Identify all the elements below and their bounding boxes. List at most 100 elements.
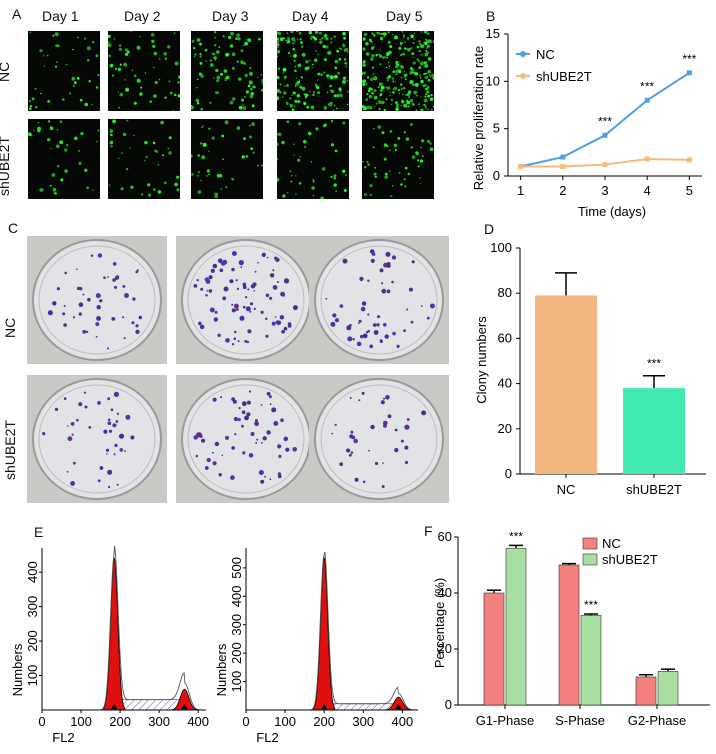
e-y-tick-label: 500 — [229, 557, 244, 579]
f-y-axis-label: Percentage (%) — [432, 578, 447, 668]
b-data-point — [686, 70, 692, 76]
panel-f-grouped-bar-chart: Percentage (%) 0 20 40 60 G1-Phase S-Phase G2-… — [432, 529, 710, 728]
d-x-tick-label: shUBE2T — [626, 482, 682, 497]
b-significance-mark: *** — [682, 52, 696, 66]
colony-plate-image — [176, 236, 316, 364]
micrograph-image — [191, 31, 263, 111]
e-y-tick-label: 100 — [25, 665, 40, 687]
colony-plate-image — [309, 236, 449, 364]
b-x-tick-label: 3 — [601, 183, 608, 198]
f-bar — [505, 547, 527, 706]
f-bar — [558, 564, 580, 706]
colony-plate-image — [176, 375, 316, 503]
e-x-tick-label: 200 — [109, 714, 131, 729]
e-y-tick-label: 100 — [229, 671, 244, 693]
d-y-tick-label: 40 — [498, 376, 512, 391]
e-fitted-envelope — [88, 545, 207, 711]
b-data-point — [560, 154, 566, 160]
day-label-5: Day 5 — [386, 8, 423, 24]
row-label-nc-c: NC — [2, 317, 18, 338]
f-legend-label: NC — [602, 536, 621, 551]
e-y-tick-label: 300 — [25, 596, 40, 618]
panel-a-micrographs: Day 1 Day 2 Day 3 Day 4 Day 5 NC shUBE2T — [0, 0, 450, 210]
colony-plate-image — [309, 375, 449, 503]
panel-letter-e: E — [34, 524, 44, 540]
panel-letter-f: F — [424, 523, 433, 539]
e-y-tick-label: 400 — [25, 561, 40, 583]
b-legend-label: NC — [536, 47, 555, 62]
b-x-tick-label: 4 — [644, 183, 651, 198]
e-y-tick-label: 200 — [229, 642, 244, 664]
panel-letter-c: C — [8, 220, 19, 236]
e-x-axis-label: FL2 — [52, 730, 74, 745]
b-data-point — [518, 164, 524, 170]
panel-c-colony-plates: NC shUBE2T — [0, 230, 470, 510]
micrograph-image — [108, 31, 180, 111]
e-g2-peak — [385, 696, 412, 711]
b-data-point — [644, 156, 650, 162]
b-data-point — [686, 157, 692, 163]
e-x-tick-label: 200 — [313, 714, 335, 729]
panel-letter-b: B — [486, 8, 496, 24]
e-peak-marker — [395, 704, 402, 709]
b-y-axis-label: Relative proliferation rate — [471, 46, 486, 191]
e-y-tick-label: 400 — [229, 585, 244, 607]
micrograph-image — [362, 31, 434, 111]
f-legend-swatch — [582, 553, 598, 566]
d-y-tick-label: 60 — [498, 330, 512, 345]
panel-letter-a: A — [12, 6, 22, 22]
b-data-point — [644, 97, 650, 103]
f-bar — [657, 671, 679, 706]
f-x-tick-label: S-Phase — [555, 713, 605, 728]
b-y-tick-label: 0 — [493, 168, 500, 183]
f-bar — [483, 592, 505, 706]
d-y-tick-label: 20 — [498, 421, 512, 436]
b-legend-label: shUBE2T — [536, 69, 592, 84]
e-x-axis-label: FL2 — [256, 730, 278, 745]
b-y-tick-label: 10 — [486, 73, 500, 88]
micrograph-image — [28, 119, 100, 199]
micrograph-image — [28, 31, 100, 111]
f-legend-swatch — [582, 537, 598, 550]
e-g2-peak — [171, 688, 198, 711]
e-peak-marker — [111, 704, 118, 709]
f-y-tick-label: 0 — [445, 697, 452, 712]
e-y-tick-label: 300 — [229, 614, 244, 636]
micrograph-image — [277, 119, 349, 199]
e-x-tick-label: 100 — [274, 714, 296, 729]
b-x-tick-label: 2 — [559, 183, 566, 198]
f-x-tick-label: G2-Phase — [628, 713, 687, 728]
b-data-point — [602, 162, 608, 168]
f-significance-mark: *** — [509, 529, 523, 543]
e-x-tick-label: 400 — [187, 714, 209, 729]
d-y-axis-label: Clony numbers — [474, 316, 489, 404]
e-x-tick-label: 300 — [148, 714, 170, 729]
e-y-axis-label: Numbers — [214, 643, 229, 696]
f-bar — [580, 615, 602, 706]
b-x-tick-label: 1 — [517, 183, 524, 198]
d-y-tick-label: 80 — [498, 285, 512, 300]
d-bar — [623, 388, 685, 474]
f-y-tick-label: 40 — [438, 585, 452, 600]
d-y-tick-label: 0 — [505, 466, 512, 481]
e-peak-marker — [321, 704, 328, 709]
day-label-3: Day 3 — [212, 8, 249, 24]
b-data-point — [560, 164, 566, 170]
f-bar — [635, 676, 657, 706]
e-y-axis-label: Numbers — [10, 643, 25, 696]
f-legend-label: shUBE2T — [602, 552, 658, 567]
micrograph-image — [108, 119, 180, 199]
e-peak-marker — [181, 704, 188, 709]
day-label-4: Day 4 — [292, 8, 329, 24]
e-x-tick-label: 0 — [242, 714, 249, 729]
colony-plate-image — [27, 236, 167, 364]
f-y-tick-label: 60 — [438, 529, 452, 544]
b-significance-mark: *** — [640, 79, 654, 93]
e-x-tick-label: 100 — [70, 714, 92, 729]
micrograph-image — [191, 119, 263, 199]
panel-d-bar-chart: Clony numbers 0 20 40 60 80 100 NC shUBE2T *** — [474, 240, 706, 497]
d-bar — [535, 295, 597, 474]
f-x-tick-label: G1-Phase — [476, 713, 535, 728]
micrograph-image — [362, 119, 434, 199]
